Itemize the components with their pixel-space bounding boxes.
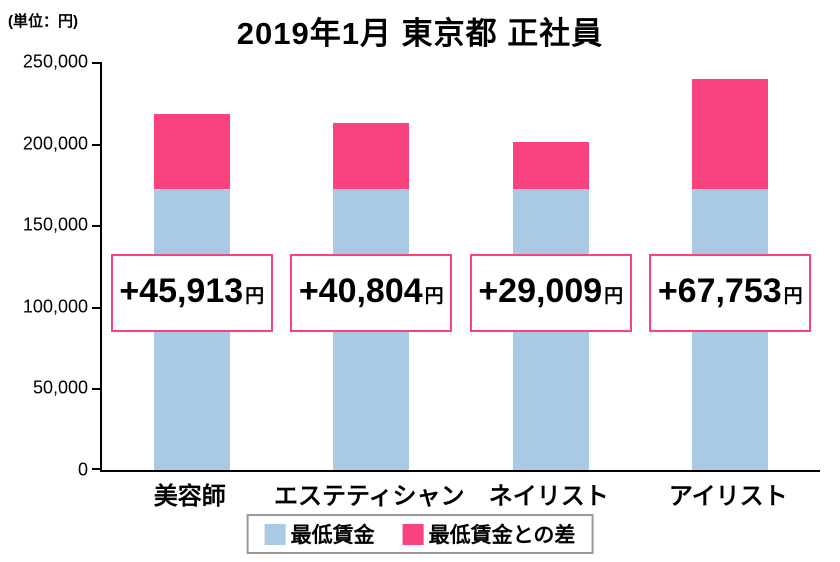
y-tick-mark-0 bbox=[92, 62, 102, 64]
legend-item-1: 最低賃金との差 bbox=[402, 519, 576, 549]
category-label-3: アイリスト bbox=[668, 483, 788, 510]
bar-2-segment-difference bbox=[512, 141, 589, 190]
category-label-1: エステティシャン bbox=[273, 483, 465, 510]
legend-swatch-0 bbox=[264, 523, 286, 545]
category-label-0: 美容師 bbox=[153, 483, 226, 510]
bar-0-label-box: +45,913 円 bbox=[110, 254, 273, 332]
y-tick-label-1: 200,000 bbox=[22, 133, 88, 154]
legend-label-1: 最低賃金との差 bbox=[428, 524, 576, 547]
plot-area: +45,913 円 +40,804 円 +29,009 円 +67,753 円 bbox=[92, 62, 820, 472]
y-tick-label-5: 0 bbox=[77, 459, 88, 480]
bar-2-label-suffix: 円 bbox=[604, 286, 624, 307]
unit-label: (単位：円) bbox=[8, 13, 78, 30]
bar-1-label-value: +40,804 bbox=[298, 272, 423, 310]
bar-0-segment-difference bbox=[153, 114, 230, 190]
chart-title: 2019年1月 東京都 正社員 bbox=[236, 16, 604, 51]
legend-swatch-1 bbox=[402, 523, 424, 545]
legend-label-0: 最低賃金 bbox=[290, 524, 375, 547]
bar-3-label-value: +67,753 bbox=[657, 272, 782, 310]
bar-2-label-box: +29,009 円 bbox=[469, 254, 632, 332]
bar-3-label-box: +67,753 円 bbox=[649, 254, 812, 332]
bar-1-segment-difference bbox=[333, 122, 410, 190]
bar-2-label-value: +29,009 bbox=[478, 272, 603, 310]
y-axis: 250,000 200,000 150,000 100,000 50,000 0 bbox=[0, 52, 88, 480]
y-tick-mark-2 bbox=[92, 225, 102, 228]
y-tick-mark-5 bbox=[92, 468, 102, 470]
y-tick-label-0: 250,000 bbox=[22, 51, 88, 72]
bar-3-label-suffix: 円 bbox=[783, 286, 803, 307]
y-tick-label-3: 100,000 bbox=[22, 296, 88, 317]
legend: 最低賃金 最低賃金との差 bbox=[246, 514, 594, 554]
y-tick-mark-4 bbox=[92, 388, 102, 391]
x-axis: 美容師 エステティシャン ネイリスト アイリスト bbox=[100, 476, 818, 510]
legend-item-0: 最低賃金 bbox=[264, 519, 375, 549]
bar-0-label-value: +45,913 bbox=[119, 272, 244, 310]
y-tick-label-4: 50,000 bbox=[32, 377, 88, 398]
bar-3-segment-difference bbox=[692, 78, 769, 190]
y-tick-mark-3 bbox=[92, 306, 102, 309]
y-tick-label-2: 150,000 bbox=[22, 214, 88, 235]
y-tick-mark-1 bbox=[92, 143, 102, 146]
bar-1-label-suffix: 円 bbox=[424, 286, 444, 307]
bar-0-label-suffix: 円 bbox=[245, 286, 265, 307]
category-label-2: ネイリスト bbox=[488, 483, 609, 510]
bar-1-label-box: +40,804 円 bbox=[290, 254, 453, 332]
